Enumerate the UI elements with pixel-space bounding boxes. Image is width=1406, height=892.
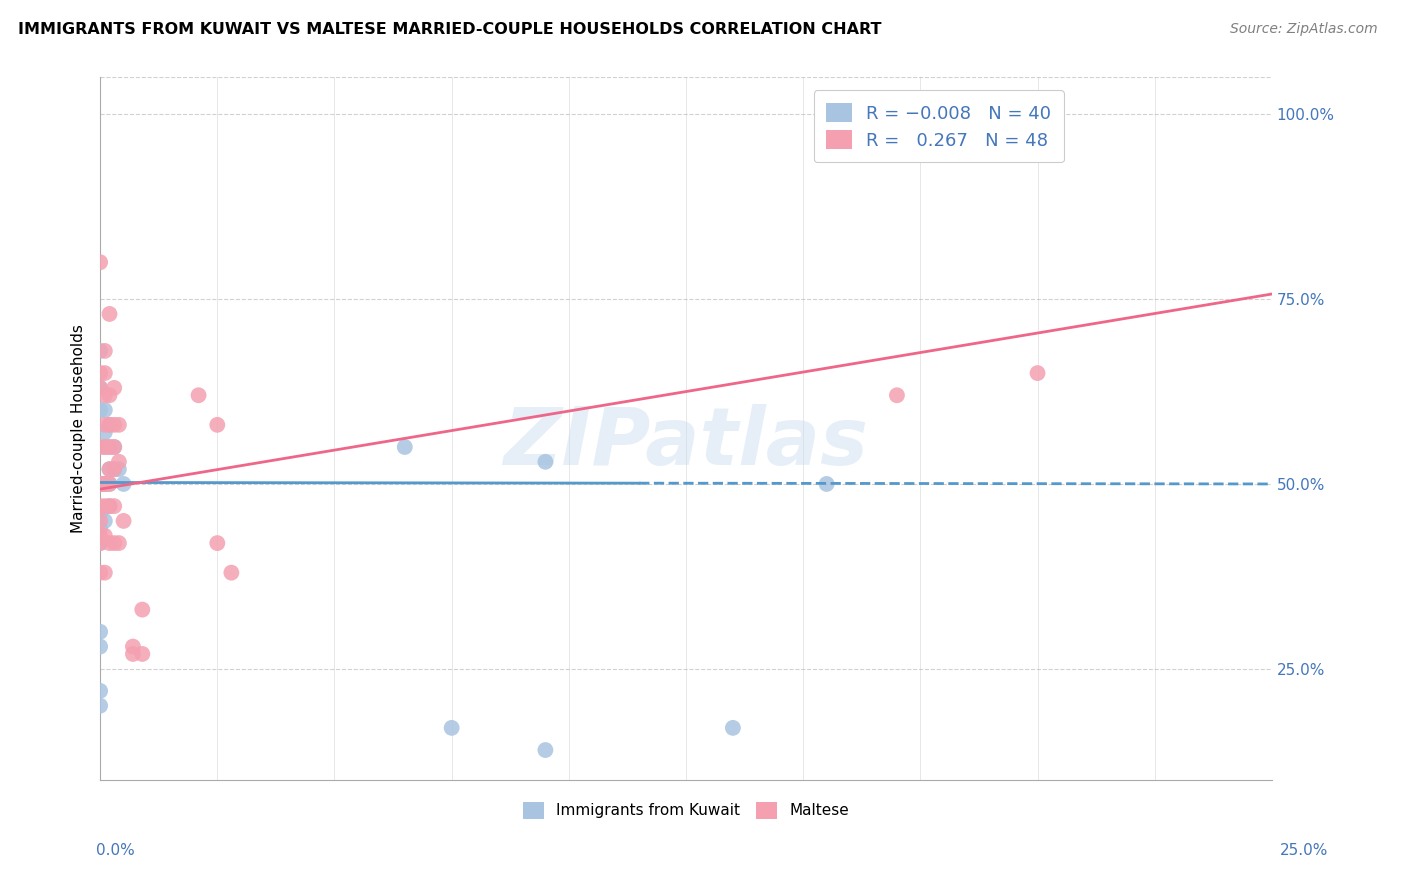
Point xyxy=(89,477,111,491)
Point xyxy=(440,721,463,735)
Point xyxy=(108,417,131,432)
Point xyxy=(103,440,125,454)
Text: 0.0%: 0.0% xyxy=(96,843,135,858)
Point xyxy=(94,417,117,432)
Point xyxy=(89,477,111,491)
Point xyxy=(103,536,125,550)
Point xyxy=(98,477,121,491)
Point xyxy=(89,698,111,713)
Point xyxy=(534,455,557,469)
Point xyxy=(89,477,111,491)
Point xyxy=(94,499,117,513)
Point xyxy=(89,381,111,395)
Text: ZIPatlas: ZIPatlas xyxy=(503,403,869,482)
Point xyxy=(112,514,135,528)
Point xyxy=(89,536,111,550)
Point xyxy=(98,440,121,454)
Point xyxy=(207,417,229,432)
Point xyxy=(108,455,131,469)
Point xyxy=(89,499,111,513)
Point xyxy=(89,529,111,543)
Point xyxy=(103,499,125,513)
Point xyxy=(534,743,557,757)
Point xyxy=(89,477,111,491)
Point xyxy=(103,440,125,454)
Point xyxy=(94,477,117,491)
Point xyxy=(89,477,111,491)
Point xyxy=(103,381,125,395)
Legend: Immigrants from Kuwait, Maltese: Immigrants from Kuwait, Maltese xyxy=(517,796,855,824)
Point xyxy=(89,255,111,269)
Point xyxy=(89,521,111,535)
Point xyxy=(815,477,838,491)
Point xyxy=(721,721,744,735)
Point xyxy=(94,343,117,358)
Point xyxy=(207,536,229,550)
Point xyxy=(94,566,117,580)
Point xyxy=(89,366,111,380)
Point xyxy=(98,462,121,476)
Point xyxy=(89,477,111,491)
Point xyxy=(94,477,117,491)
Point xyxy=(94,366,117,380)
Point xyxy=(394,440,416,454)
Point xyxy=(89,477,111,491)
Point xyxy=(103,417,125,432)
Point xyxy=(122,640,145,654)
Point xyxy=(89,514,111,528)
Point xyxy=(89,440,111,454)
Point xyxy=(94,403,117,417)
Point xyxy=(89,536,111,550)
Point xyxy=(89,381,111,395)
Point xyxy=(89,477,111,491)
Point xyxy=(98,462,121,476)
Point xyxy=(94,477,117,491)
Point xyxy=(94,440,117,454)
Point xyxy=(108,462,131,476)
Y-axis label: Married-couple Households: Married-couple Households xyxy=(72,324,86,533)
Point xyxy=(94,477,117,491)
Point xyxy=(89,640,111,654)
Text: Source: ZipAtlas.com: Source: ZipAtlas.com xyxy=(1230,22,1378,37)
Point xyxy=(98,388,121,402)
Text: IMMIGRANTS FROM KUWAIT VS MALTESE MARRIED-COUPLE HOUSEHOLDS CORRELATION CHART: IMMIGRANTS FROM KUWAIT VS MALTESE MARRIE… xyxy=(18,22,882,37)
Point xyxy=(122,647,145,661)
Point xyxy=(94,388,117,402)
Point xyxy=(131,647,153,661)
Point xyxy=(112,477,135,491)
Point xyxy=(103,462,125,476)
Point xyxy=(886,388,908,402)
Point xyxy=(221,566,243,580)
Point xyxy=(94,529,117,543)
Point xyxy=(89,684,111,698)
Point xyxy=(89,403,111,417)
Point xyxy=(89,566,111,580)
Point xyxy=(103,462,125,476)
Point xyxy=(1026,366,1049,380)
Point xyxy=(98,477,121,491)
Point xyxy=(98,499,121,513)
Point xyxy=(89,477,111,491)
Point xyxy=(94,477,117,491)
Point xyxy=(98,440,121,454)
Point xyxy=(89,477,111,491)
Point xyxy=(108,536,131,550)
Point xyxy=(98,536,121,550)
Point xyxy=(98,417,121,432)
Point xyxy=(98,307,121,321)
Point xyxy=(94,425,117,440)
Point xyxy=(131,602,153,616)
Point xyxy=(98,499,121,513)
Point xyxy=(94,514,117,528)
Point xyxy=(94,440,117,454)
Point xyxy=(89,624,111,639)
Point xyxy=(187,388,209,402)
Point xyxy=(98,417,121,432)
Point xyxy=(89,507,111,521)
Point xyxy=(89,343,111,358)
Text: 25.0%: 25.0% xyxy=(1281,843,1329,858)
